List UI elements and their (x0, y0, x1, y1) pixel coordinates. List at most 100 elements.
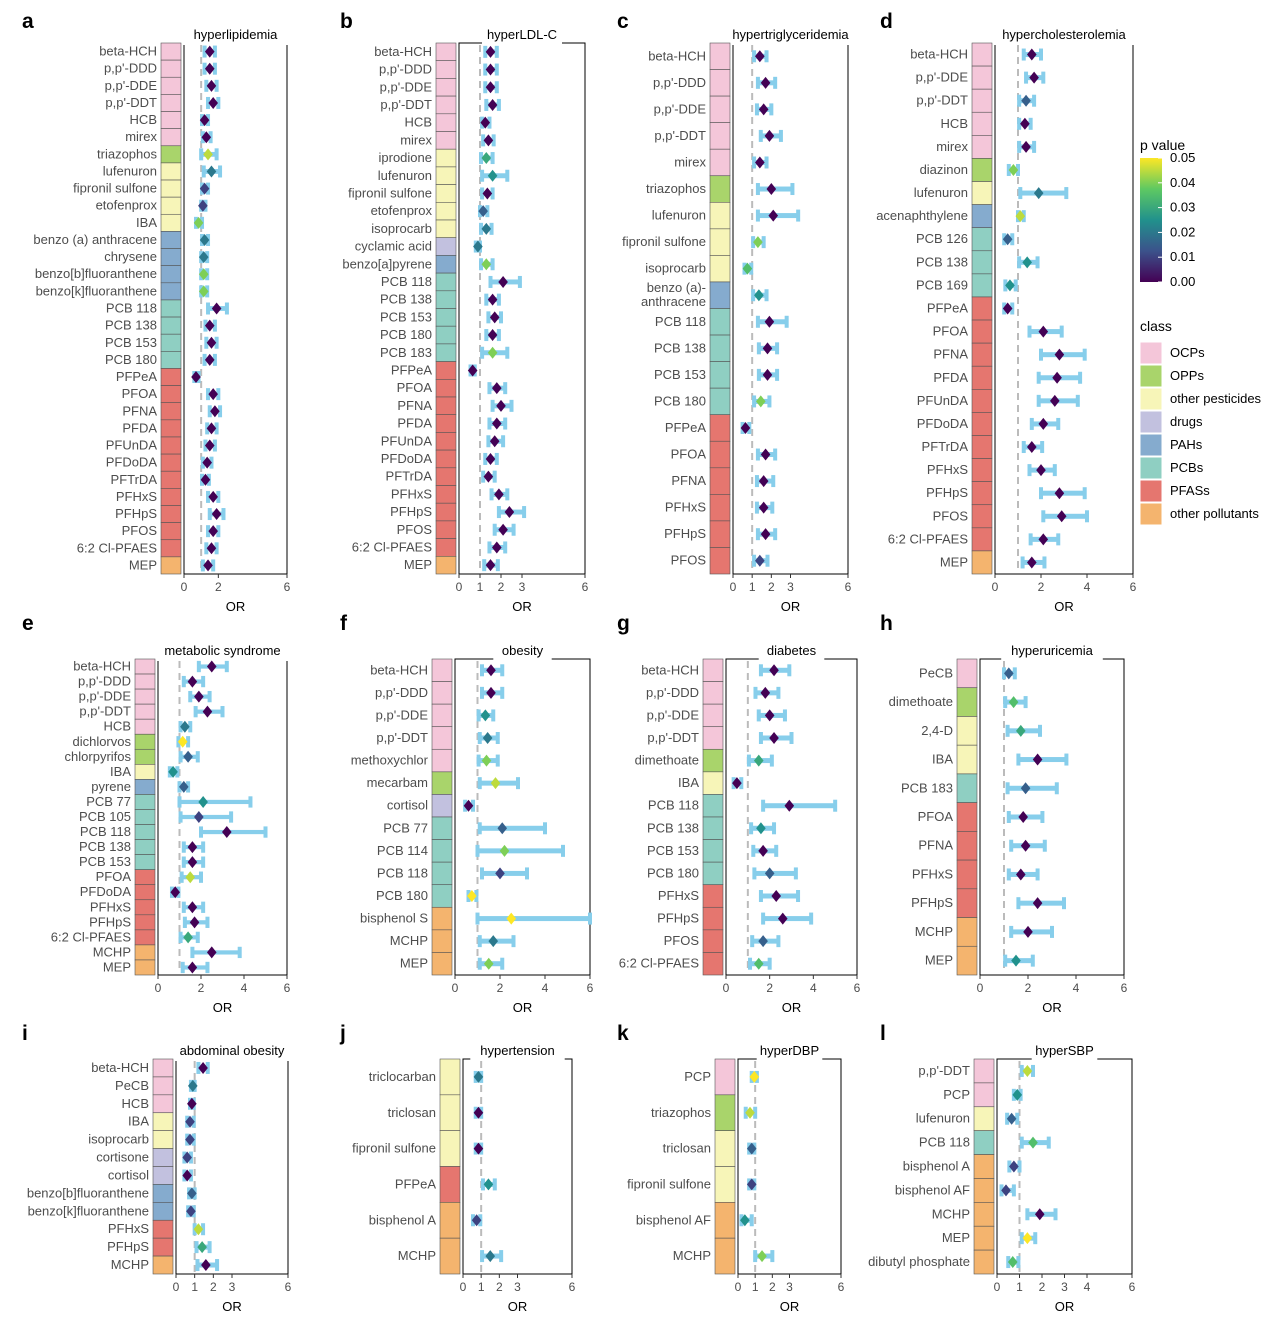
or-point (1029, 71, 1039, 84)
or-point (1027, 48, 1037, 61)
row-label-line: PCB 105 (79, 809, 131, 824)
ci-cap-high (216, 388, 221, 401)
ci-cap-low (196, 660, 201, 673)
row-label-line: acenaphthylene (876, 208, 968, 223)
x-tick-label: 0 (460, 1280, 467, 1294)
or-point (222, 826, 232, 839)
or-point (1052, 371, 1062, 384)
ci-cap-low (475, 844, 480, 857)
class-box (134, 703, 156, 720)
row-label: cortisone (96, 1150, 149, 1165)
or-point (1016, 868, 1026, 881)
row-label: etofenprox (96, 198, 158, 213)
or-point (760, 76, 771, 89)
or-point (187, 856, 198, 869)
class-box (152, 1112, 174, 1131)
x-tick-label: 6 (854, 981, 861, 995)
row-label-line: PFHpS (911, 895, 953, 910)
row-label: PFHxS (391, 486, 433, 501)
row-label-line: etofenprox (96, 198, 158, 213)
class-box (973, 1106, 995, 1131)
or-point (206, 660, 217, 673)
x-tick-label: 1 (478, 1280, 485, 1294)
class-box (134, 688, 156, 705)
ci-cap-high (492, 1178, 497, 1191)
x-tick-label: 1 (1016, 1280, 1023, 1294)
ci-cap-high (188, 721, 193, 733)
ci-cap-low (1003, 696, 1008, 709)
row-label: PCB 118 (106, 301, 157, 316)
x-tick-label: 6 (284, 981, 291, 995)
class-box (973, 1154, 995, 1179)
row-label-line: fipronil sulfone (627, 1176, 711, 1191)
ci-cap-high (761, 236, 766, 249)
class-box (160, 522, 182, 541)
ci-cap-low (755, 528, 760, 541)
ci-cap-high (220, 706, 225, 718)
class-box (160, 539, 182, 558)
plot-frame (737, 1058, 842, 1275)
panel-letter: a (22, 10, 34, 33)
row-label-line: PCB 118 (648, 798, 699, 813)
class-box (160, 556, 182, 575)
row-label-line: lufenuron (378, 168, 432, 183)
ci-cap-high (186, 736, 191, 748)
panel-g: g diabetes beta-HCH p,p'-DDD p,p'-DDE p,p'-DD… (617, 612, 861, 1015)
or-point (496, 399, 506, 412)
class-box (971, 135, 993, 159)
ci-cap-high (1062, 897, 1066, 910)
ci-cap-high (787, 664, 792, 677)
row-label: triclosan (388, 1105, 436, 1120)
row-label: fipronil sulfone (348, 185, 432, 200)
row-label-line: p,p'-DDT (376, 730, 428, 745)
ci-cap-low (496, 506, 501, 519)
or-point (486, 686, 496, 699)
ci-cap-low (1016, 753, 1021, 766)
or-point (487, 169, 498, 182)
or-point (1008, 163, 1019, 176)
or-point (208, 96, 218, 109)
row-label-line: MEP (129, 557, 157, 572)
row-label: mirex (674, 154, 706, 169)
ci-cap-low (1025, 1208, 1030, 1221)
x-tick-label: 2 (198, 981, 205, 995)
row-label-line: p,p'-DDE (380, 79, 433, 94)
row-label-line: PFPeA (116, 369, 158, 384)
ci-cap-high (237, 946, 242, 959)
row-label-line: PCP (684, 1069, 711, 1084)
or-point (485, 559, 496, 572)
class-box (134, 733, 156, 750)
ci-cap-low (480, 686, 484, 699)
ci-cap-low (480, 1250, 485, 1263)
row-label-line: MEP (942, 1230, 970, 1245)
row-label-line: PCB 118 (106, 301, 157, 316)
row-label-line: HCB (130, 112, 157, 127)
row-label: PFPeA (116, 369, 158, 384)
row-label-line: MCHP (932, 1206, 970, 1221)
row-label-line: PFHxS (90, 899, 132, 914)
row-label-line: mirex (936, 139, 968, 154)
class-box (971, 342, 993, 367)
class-box (160, 402, 182, 421)
or-point (206, 946, 217, 959)
row-label-line: PFDA (397, 416, 432, 431)
plot-frame (458, 42, 586, 575)
ci-cap-high (525, 867, 529, 880)
or-point (473, 1070, 484, 1083)
ci-cap-high (809, 912, 814, 925)
ci-cap-high (778, 129, 783, 142)
class-box (134, 869, 156, 886)
row-label: benzo[a]pyrene (342, 256, 432, 271)
row-label: PFHxS (665, 500, 707, 515)
title-gap (1001, 657, 1103, 661)
class-box (702, 861, 724, 886)
class-box (702, 816, 724, 840)
class-box (702, 658, 724, 682)
ci-cap-low (756, 709, 761, 722)
or-point (1032, 897, 1043, 910)
ci-cap-high (773, 448, 778, 461)
or-point (485, 81, 496, 94)
or-point (487, 346, 498, 359)
row-label-line: PeCB (115, 1078, 149, 1093)
